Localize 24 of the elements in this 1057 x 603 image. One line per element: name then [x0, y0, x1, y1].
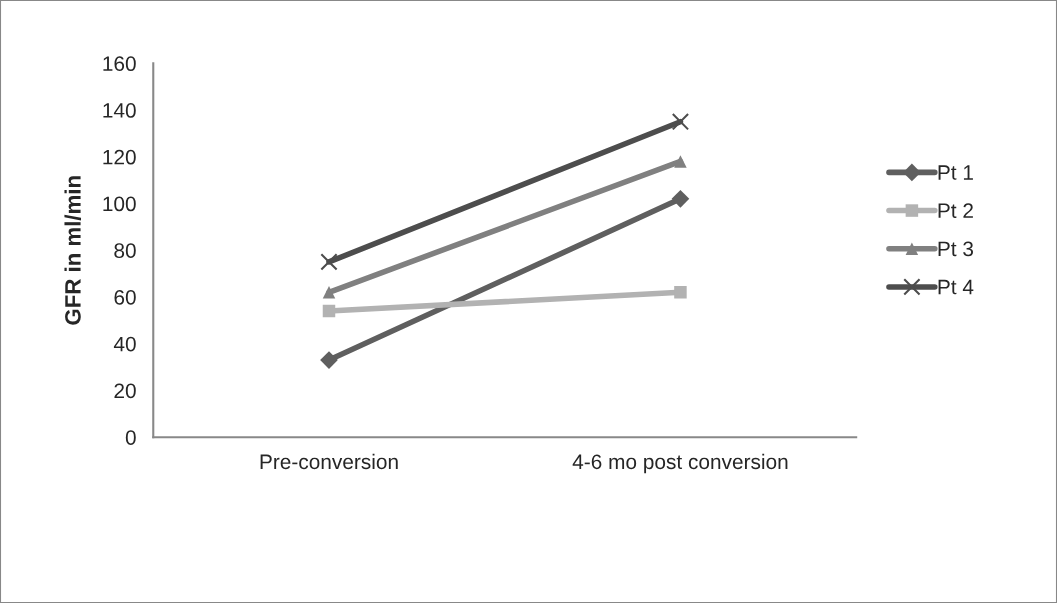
y-tick-label: 40	[113, 336, 136, 352]
point	[674, 286, 687, 299]
point	[322, 286, 336, 299]
x-tick-label: 4-6 mo post conversion	[572, 453, 788, 474]
y-tick-label: 140	[103, 103, 136, 118]
x-tick-label: Pre-conversion	[260, 453, 398, 470]
legend-label: Pt 2	[938, 203, 973, 219]
y-tick-label: 80	[114, 243, 136, 258]
y-tick-label: 120	[103, 149, 136, 165]
point	[320, 351, 338, 369]
y-tick-label: 160	[103, 56, 136, 72]
legend-label: Pt 1	[938, 165, 973, 180]
point	[674, 155, 687, 168]
legend-label: Pt 3	[938, 241, 974, 257]
y-tick-label: 20	[114, 383, 136, 399]
y-tick-label: 60	[114, 289, 136, 305]
point	[322, 304, 336, 318]
y-tick-label: 100	[103, 196, 136, 212]
point	[320, 253, 338, 271]
y-tick-label: 0	[125, 430, 136, 445]
point	[671, 113, 690, 131]
point	[671, 190, 690, 208]
y-axis-title: GFR in ml/min	[64, 176, 82, 325]
legend-label: Pt 4	[938, 279, 974, 295]
